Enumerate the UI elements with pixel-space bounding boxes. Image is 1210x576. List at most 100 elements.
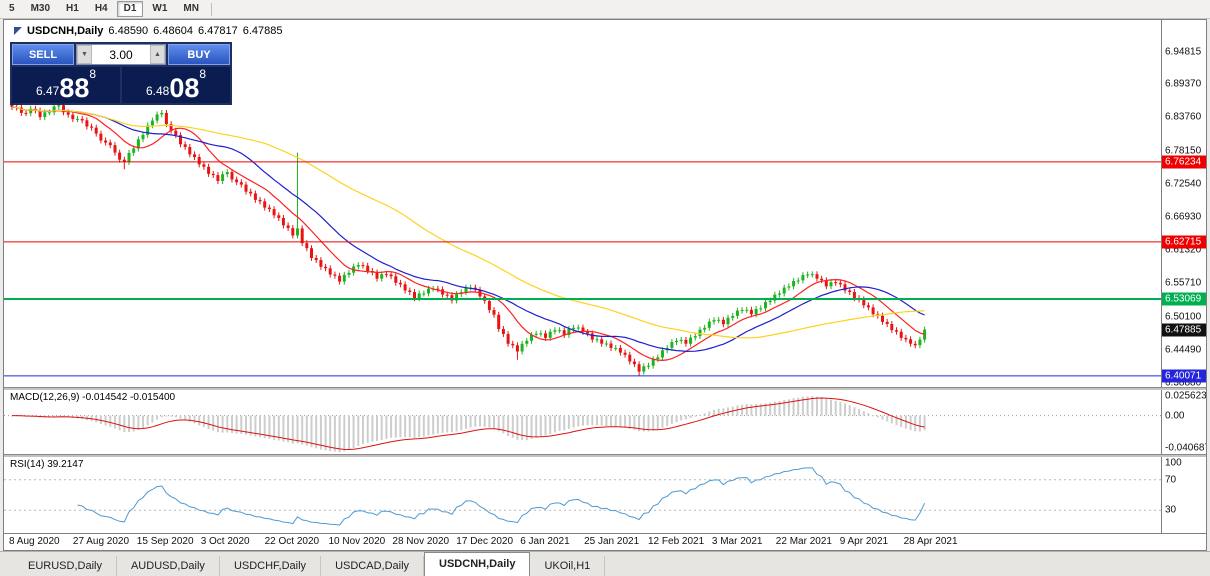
candle-body bbox=[272, 209, 276, 216]
candle-body bbox=[595, 339, 599, 341]
timeframe-h4[interactable]: H4 bbox=[88, 1, 115, 17]
date-label: 10 Nov 2020 bbox=[328, 536, 386, 547]
one-click-toggle-icon[interactable] bbox=[14, 27, 22, 35]
macd-bar bbox=[549, 415, 552, 434]
macd-bar bbox=[530, 415, 533, 439]
rsi-panel[interactable]: RSI(14) 39.2147 bbox=[4, 457, 1161, 533]
macd-bar bbox=[390, 415, 393, 438]
candle-body bbox=[384, 274, 388, 276]
macd-bar bbox=[858, 409, 861, 416]
macd-bar bbox=[53, 415, 56, 418]
macd-bar bbox=[764, 403, 767, 416]
macd-bar bbox=[231, 415, 233, 433]
date-label: 8 Aug 2020 bbox=[9, 536, 60, 547]
toolbar-separator bbox=[210, 2, 212, 16]
buy-price-display[interactable]: 6.48 08 8 bbox=[122, 67, 230, 103]
macd-tick: -0.040687 bbox=[1165, 442, 1206, 454]
tab-usdchf-daily[interactable]: USDCHF,Daily bbox=[220, 556, 322, 576]
timeframe-d1[interactable]: D1 bbox=[116, 1, 144, 17]
rsi-line bbox=[77, 467, 926, 526]
macd-bar bbox=[57, 415, 60, 417]
macd-bar bbox=[422, 415, 425, 437]
macd-row: MACD(12,26,9) -0.014542 -0.015400 0.0256… bbox=[4, 390, 1206, 454]
candle-body bbox=[684, 339, 688, 344]
macd-bar bbox=[170, 415, 173, 417]
macd-bar bbox=[759, 403, 762, 416]
candle-body bbox=[71, 114, 75, 120]
buy-button[interactable]: BUY bbox=[168, 44, 230, 65]
sell-button[interactable]: SELL bbox=[12, 44, 74, 65]
macd-bar bbox=[881, 415, 884, 420]
macd-bar bbox=[324, 415, 327, 451]
candle-body bbox=[291, 228, 295, 236]
price-tick: 6.44490 bbox=[1165, 344, 1202, 356]
panel-divider[interactable] bbox=[4, 454, 1206, 457]
macd-panel[interactable]: MACD(12,26,9) -0.014542 -0.015400 bbox=[4, 390, 1161, 454]
tab-eurusd-daily[interactable]: EURUSD,Daily bbox=[14, 556, 117, 576]
tab-usdcad-daily[interactable]: USDCAD,Daily bbox=[321, 556, 425, 576]
macd-bar bbox=[497, 415, 500, 432]
macd-bar bbox=[661, 415, 664, 428]
macd-bar bbox=[895, 415, 898, 426]
candle-body bbox=[572, 327, 576, 329]
candle-body bbox=[740, 310, 744, 311]
macd-bar bbox=[806, 396, 809, 416]
macd-bar bbox=[582, 415, 584, 426]
main-chart-area[interactable]: USDCNH,Daily 6.48590 6.48604 6.47817 6.4… bbox=[4, 20, 1161, 387]
candle-body bbox=[19, 107, 23, 113]
rsi-canvas[interactable] bbox=[4, 457, 1161, 533]
timeframe-mn[interactable]: MN bbox=[176, 1, 206, 17]
tab-audusd-daily[interactable]: AUDUSD,Daily bbox=[117, 556, 220, 576]
volume-increase-button[interactable]: ▲ bbox=[150, 45, 165, 64]
macd-bar bbox=[254, 415, 257, 437]
timeframe-m30[interactable]: M30 bbox=[24, 1, 57, 17]
main-chart-canvas[interactable] bbox=[4, 20, 1161, 387]
macd-bar bbox=[333, 415, 336, 452]
volume-value[interactable]: 3.00 bbox=[109, 47, 133, 62]
sell-price-small: 6.47 bbox=[35, 84, 60, 98]
volume-decrease-button[interactable]: ▼ bbox=[77, 45, 92, 64]
timeframe-h1[interactable]: H1 bbox=[59, 1, 86, 17]
chart-window: USDCNH,Daily 6.48590 6.48604 6.47817 6.4… bbox=[3, 19, 1207, 551]
tab-ukoil-h1[interactable]: UKOil,H1 bbox=[530, 556, 606, 576]
macd-bar bbox=[745, 404, 748, 416]
macd-bar bbox=[525, 415, 528, 440]
candle-body bbox=[820, 278, 824, 281]
macd-bar bbox=[694, 415, 697, 417]
date-label: 27 Aug 2020 bbox=[72, 536, 130, 547]
macd-canvas[interactable] bbox=[4, 390, 1161, 454]
timeframe-5[interactable]: 5 bbox=[2, 1, 22, 17]
price-label: 6.76234 bbox=[1162, 155, 1206, 169]
macd-bar bbox=[684, 415, 687, 420]
date-label: 22 Oct 2020 bbox=[264, 536, 320, 547]
price-tick: 6.55710 bbox=[1165, 277, 1202, 289]
macd-bar bbox=[329, 415, 332, 452]
candle-body bbox=[62, 105, 65, 113]
price-label: 6.62715 bbox=[1162, 235, 1206, 249]
candle-body bbox=[525, 340, 529, 344]
macd-bar bbox=[535, 415, 538, 438]
tab-usdcnh-daily[interactable]: USDCNH,Daily bbox=[424, 552, 531, 576]
candle-body bbox=[174, 130, 178, 136]
sell-price-display[interactable]: 6.47 88 8 bbox=[12, 67, 120, 103]
panel-divider[interactable] bbox=[4, 387, 1206, 390]
candle-body bbox=[455, 294, 459, 301]
price-label: 6.47885 bbox=[1162, 323, 1206, 337]
candle-body bbox=[806, 274, 810, 276]
timeframe-w1[interactable]: W1 bbox=[145, 1, 174, 17]
candle-body bbox=[356, 265, 360, 267]
candle-body bbox=[347, 272, 351, 275]
candle-body bbox=[253, 193, 257, 200]
date-label: 28 Apr 2021 bbox=[903, 536, 958, 547]
candle-body bbox=[548, 331, 552, 338]
candle-body bbox=[553, 330, 557, 332]
one-click-trading-panel: SELL ▼ 3.00 ▲ BUY 6.47 88 8 6.48 08 8 bbox=[10, 42, 232, 105]
candle-body bbox=[576, 327, 580, 329]
date-label: 22 Mar 2021 bbox=[775, 536, 832, 547]
volume-stepper[interactable]: ▼ 3.00 ▲ bbox=[76, 44, 166, 65]
macd-bar bbox=[474, 415, 477, 427]
ma-10-line bbox=[11, 106, 925, 362]
macd-bar bbox=[591, 415, 594, 426]
price-label: 6.53069 bbox=[1162, 292, 1206, 306]
macd-bar bbox=[825, 398, 828, 416]
